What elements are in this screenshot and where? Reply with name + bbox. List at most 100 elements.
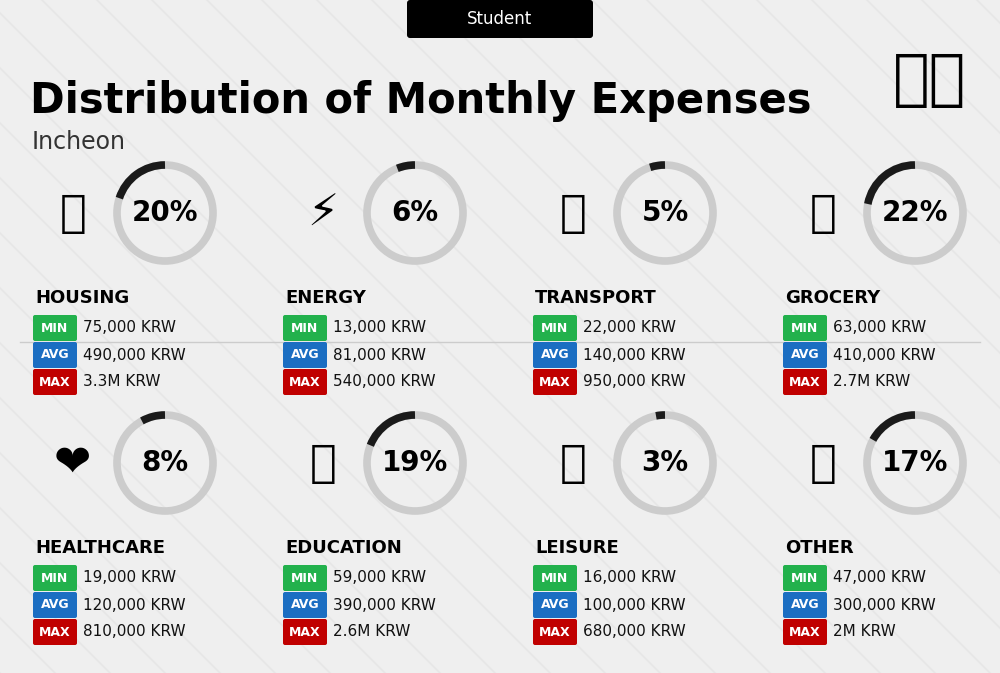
Text: 63,000 KRW: 63,000 KRW xyxy=(833,320,926,336)
Text: MIN: MIN xyxy=(291,571,319,584)
Text: 8%: 8% xyxy=(141,449,189,477)
Text: AVG: AVG xyxy=(41,349,69,361)
Text: Distribution of Monthly Expenses: Distribution of Monthly Expenses xyxy=(30,80,812,122)
FancyBboxPatch shape xyxy=(783,369,827,395)
Text: MAX: MAX xyxy=(539,376,571,388)
FancyBboxPatch shape xyxy=(533,315,577,341)
FancyBboxPatch shape xyxy=(783,315,827,341)
Text: MIN: MIN xyxy=(291,322,319,334)
Text: MIN: MIN xyxy=(541,571,569,584)
Text: 🛒: 🛒 xyxy=(810,192,836,234)
Text: 13,000 KRW: 13,000 KRW xyxy=(333,320,426,336)
Text: 22%: 22% xyxy=(882,199,948,227)
FancyBboxPatch shape xyxy=(33,315,77,341)
Text: 20%: 20% xyxy=(132,199,198,227)
Text: 16,000 KRW: 16,000 KRW xyxy=(583,571,676,586)
Text: 💰: 💰 xyxy=(810,441,836,485)
Text: 810,000 KRW: 810,000 KRW xyxy=(83,625,186,639)
Text: 100,000 KRW: 100,000 KRW xyxy=(583,598,686,612)
FancyBboxPatch shape xyxy=(283,619,327,645)
Text: GROCERY: GROCERY xyxy=(785,289,880,307)
Text: TRANSPORT: TRANSPORT xyxy=(535,289,657,307)
Text: 2.6M KRW: 2.6M KRW xyxy=(333,625,410,639)
FancyBboxPatch shape xyxy=(283,565,327,591)
Text: Incheon: Incheon xyxy=(32,130,126,154)
Text: MIN: MIN xyxy=(791,571,819,584)
Text: 19%: 19% xyxy=(382,449,448,477)
Text: AVG: AVG xyxy=(541,349,569,361)
Text: 120,000 KRW: 120,000 KRW xyxy=(83,598,186,612)
Text: 300,000 KRW: 300,000 KRW xyxy=(833,598,936,612)
FancyBboxPatch shape xyxy=(783,592,827,618)
FancyBboxPatch shape xyxy=(33,619,77,645)
Text: 680,000 KRW: 680,000 KRW xyxy=(583,625,686,639)
FancyBboxPatch shape xyxy=(407,0,593,38)
Text: 81,000 KRW: 81,000 KRW xyxy=(333,347,426,363)
FancyBboxPatch shape xyxy=(33,592,77,618)
Text: 3.3M KRW: 3.3M KRW xyxy=(83,374,160,390)
Text: Student: Student xyxy=(467,10,533,28)
Text: 🏢: 🏢 xyxy=(60,192,86,234)
Text: MAX: MAX xyxy=(789,376,821,388)
Text: MIN: MIN xyxy=(41,571,69,584)
Text: MIN: MIN xyxy=(541,322,569,334)
Text: 3%: 3% xyxy=(641,449,689,477)
Text: AVG: AVG xyxy=(41,598,69,612)
FancyBboxPatch shape xyxy=(533,342,577,368)
Text: LEISURE: LEISURE xyxy=(535,539,619,557)
Text: 17%: 17% xyxy=(882,449,948,477)
FancyBboxPatch shape xyxy=(533,565,577,591)
Text: 950,000 KRW: 950,000 KRW xyxy=(583,374,686,390)
FancyBboxPatch shape xyxy=(783,342,827,368)
Text: MAX: MAX xyxy=(789,625,821,639)
FancyBboxPatch shape xyxy=(283,369,327,395)
Text: ENERGY: ENERGY xyxy=(285,289,366,307)
FancyBboxPatch shape xyxy=(533,369,577,395)
Text: HOUSING: HOUSING xyxy=(35,289,129,307)
Text: MAX: MAX xyxy=(39,376,71,388)
FancyBboxPatch shape xyxy=(33,369,77,395)
Text: OTHER: OTHER xyxy=(785,539,854,557)
FancyBboxPatch shape xyxy=(283,592,327,618)
FancyBboxPatch shape xyxy=(783,619,827,645)
Text: 🛍️: 🛍️ xyxy=(560,441,586,485)
Text: 540,000 KRW: 540,000 KRW xyxy=(333,374,436,390)
Text: 2M KRW: 2M KRW xyxy=(833,625,896,639)
Text: MAX: MAX xyxy=(289,376,321,388)
Text: 75,000 KRW: 75,000 KRW xyxy=(83,320,176,336)
Text: 🇰🇷: 🇰🇷 xyxy=(893,50,967,110)
FancyBboxPatch shape xyxy=(283,342,327,368)
FancyBboxPatch shape xyxy=(533,619,577,645)
Text: 59,000 KRW: 59,000 KRW xyxy=(333,571,426,586)
Text: MAX: MAX xyxy=(39,625,71,639)
Text: MAX: MAX xyxy=(539,625,571,639)
FancyBboxPatch shape xyxy=(33,342,77,368)
Text: 6%: 6% xyxy=(391,199,439,227)
Text: ❤️: ❤️ xyxy=(54,441,92,485)
Text: 390,000 KRW: 390,000 KRW xyxy=(333,598,436,612)
Text: EDUCATION: EDUCATION xyxy=(285,539,402,557)
Text: AVG: AVG xyxy=(291,349,319,361)
Text: 19,000 KRW: 19,000 KRW xyxy=(83,571,176,586)
Text: 5%: 5% xyxy=(641,199,689,227)
Text: 410,000 KRW: 410,000 KRW xyxy=(833,347,936,363)
FancyBboxPatch shape xyxy=(283,315,327,341)
Text: 140,000 KRW: 140,000 KRW xyxy=(583,347,686,363)
Text: AVG: AVG xyxy=(791,349,819,361)
FancyBboxPatch shape xyxy=(533,592,577,618)
Text: AVG: AVG xyxy=(291,598,319,612)
FancyBboxPatch shape xyxy=(33,565,77,591)
Text: 2.7M KRW: 2.7M KRW xyxy=(833,374,910,390)
Text: MAX: MAX xyxy=(289,625,321,639)
Text: 47,000 KRW: 47,000 KRW xyxy=(833,571,926,586)
Text: 22,000 KRW: 22,000 KRW xyxy=(583,320,676,336)
Text: AVG: AVG xyxy=(791,598,819,612)
Text: MIN: MIN xyxy=(791,322,819,334)
Text: ⚡: ⚡ xyxy=(307,192,339,234)
Text: HEALTHCARE: HEALTHCARE xyxy=(35,539,165,557)
FancyBboxPatch shape xyxy=(783,565,827,591)
Text: MIN: MIN xyxy=(41,322,69,334)
Text: 490,000 KRW: 490,000 KRW xyxy=(83,347,186,363)
Text: 🎓: 🎓 xyxy=(310,441,336,485)
Text: AVG: AVG xyxy=(541,598,569,612)
